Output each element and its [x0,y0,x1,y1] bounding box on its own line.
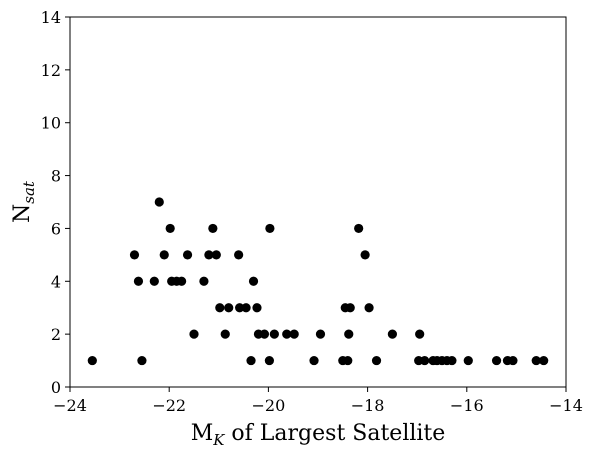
data-point-37 [343,355,353,366]
data-point-25 [252,303,262,313]
data-point-6 [159,250,169,260]
data-point-34 [315,329,326,339]
data-point-33 [309,355,319,366]
data-point-16 [211,250,221,260]
data-point-29 [265,223,275,234]
y-tick-label: 12 [41,61,61,80]
y-tick-label: 6 [51,219,61,238]
data-point-32 [289,329,299,339]
data-point-52 [447,355,457,366]
y-axis-label: Nsat [10,180,38,223]
x-axis-label: MK of Largest Satellite [191,421,446,449]
x-tick-label: −18 [351,396,385,415]
y-axis-label-main: N [10,204,35,223]
data-point-15 [208,223,218,234]
y-tick-label: 14 [41,8,61,27]
y-axis-ticks: 0 2 4 6 8 10 12 14 [41,8,70,397]
data-point-19 [224,303,234,313]
data-point-14 [204,250,214,260]
data-point-42 [364,303,374,313]
data-point-56 [508,355,518,366]
x-axis-label-subscript: K [212,431,225,449]
x-tick-label: −14 [549,396,583,415]
x-tick-label: −24 [53,396,87,415]
y-tick-label: 2 [51,325,61,344]
data-point-47 [420,355,430,366]
x-axis-label-rest: of Largest Satellite [224,421,445,446]
x-tick-label: −22 [152,396,186,415]
data-point-41 [360,250,370,260]
data-point-1 [129,250,140,260]
data-point-12 [189,329,199,339]
data-point-30 [269,329,279,339]
data-point-38 [344,329,354,339]
data-point-0 [87,355,97,366]
data-point-11 [182,250,193,260]
data-point-22 [241,303,251,313]
data-point-44 [387,329,397,339]
data-point-54 [491,355,502,366]
data-point-43 [371,355,382,366]
data-point-28 [264,355,274,366]
data-point-27 [259,329,270,339]
plot-frame [69,16,567,388]
data-point-17 [215,303,225,313]
data-point-39 [345,303,355,313]
y-tick-label: 4 [51,272,61,291]
data-point-21 [235,303,245,313]
data-point-10 [177,276,187,286]
x-axis-label-main: M [191,421,214,446]
data-point-4 [149,276,159,286]
data-point-57 [531,355,541,366]
data-point-40 [354,223,364,234]
data-point-2 [133,276,144,286]
data-point-5 [154,197,164,207]
y-tick-label: 0 [51,378,61,397]
data-point-3 [137,355,147,366]
data-point-7 [165,223,175,234]
data-point-20 [234,250,244,260]
x-tick-label: −16 [450,396,484,415]
x-axis-ticks: −24 −22 −20 −18 −16 −14 [53,387,583,415]
y-axis-label-subscript: sat [20,180,38,204]
data-point-58 [539,355,549,366]
plot-area [87,197,549,366]
data-point-24 [248,276,259,286]
data-point-13 [199,276,209,286]
data-point-23 [246,355,256,366]
x-tick-label: −20 [252,396,286,415]
data-point-46 [415,329,425,339]
data-point-18 [220,329,230,339]
data-point-53 [463,355,473,366]
data-point-31 [282,329,292,339]
y-tick-label: 10 [41,114,61,133]
y-tick-label: 8 [51,167,61,186]
